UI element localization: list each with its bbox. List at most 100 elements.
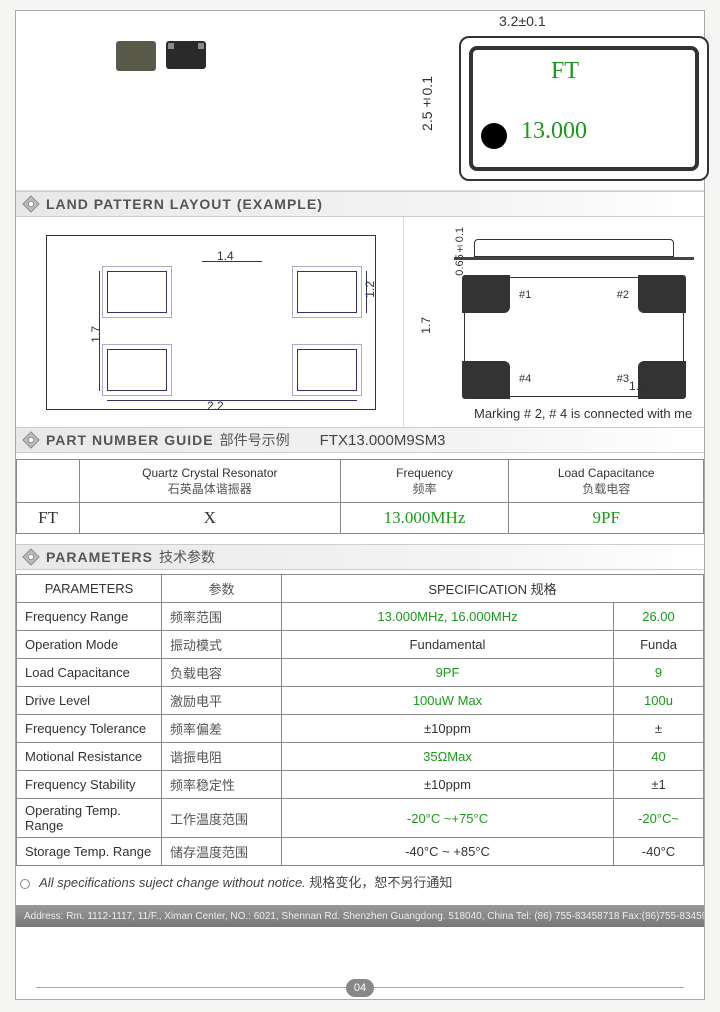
section-title-en: PART NUMBER GUIDE: [46, 432, 214, 448]
param-row: Drive Level激励电平100uW Max100u: [17, 687, 704, 715]
param-zh: 负载电容: [162, 659, 282, 687]
land-pattern-right: 0.65±0.1 1.7 #1 #2 #4 #3 1.2 Marking # 2…: [404, 217, 704, 427]
param-zh: 振动模式: [162, 631, 282, 659]
pad-num-2: #2: [617, 289, 629, 301]
pn-header-cell: [17, 460, 80, 503]
pin1-dot: [481, 123, 507, 149]
pn-value-cell: 13.000MHz: [340, 503, 509, 534]
pad-br: [297, 349, 357, 391]
change-notice: All specifications suject change without…: [16, 866, 704, 897]
param-zh: 频率范围: [162, 603, 282, 631]
pad-diagram: 2.2 1.7 1.4 1.2: [107, 271, 357, 391]
component-photos: [116, 41, 206, 71]
pad-num-1: #1: [519, 289, 531, 301]
land-pattern-row: 2.2 1.7 1.4 1.2 0.65±0.1 1.7 #1: [16, 217, 704, 427]
param-header-zh: 参数: [162, 575, 282, 603]
brand-mark: FT: [551, 58, 579, 85]
top-outline-area: 3.2±0.1 2.5±0.1 FT 13.000: [16, 11, 704, 191]
side-ic: [474, 239, 674, 257]
marking-note: Marking # 2, # 4 is connected with me: [474, 406, 692, 421]
param-zh: 储存温度范围: [162, 838, 282, 866]
part-number-example: FTX13.000M9SM3: [320, 432, 446, 449]
pn-header-cell: Load Capacitance负载电容: [509, 460, 704, 503]
param-en: Load Capacitance: [17, 659, 162, 687]
pn-header-cell: Frequency频率: [340, 460, 509, 503]
dim-width: 3.2±0.1: [499, 13, 546, 29]
frequency-mark: 13.000: [521, 118, 587, 145]
param-spec2: ±1: [614, 771, 704, 799]
section-title-zh: 技术参数: [159, 547, 215, 567]
side-base: [454, 257, 694, 260]
pn-value-cell: FT: [17, 503, 80, 534]
pad-tl: [107, 271, 167, 313]
datasheet-page: 3.2±0.1 2.5±0.1 FT 13.000 LAND PATTERN L…: [15, 10, 705, 1000]
dim-1-7-right: 1.7: [419, 317, 433, 334]
param-spec2: 9: [614, 659, 704, 687]
chip-photo-2: [166, 41, 206, 69]
bullet-icon: [20, 879, 30, 889]
param-header-en: PARAMETERS: [17, 575, 162, 603]
side-view: 0.65±0.1: [454, 227, 694, 257]
section-icon: [22, 195, 40, 213]
parameters-table: PARAMETERS参数SPECIFICATION 规格Frequency Ra…: [16, 574, 704, 866]
param-row: Load Capacitance负载电容9PF9: [17, 659, 704, 687]
param-spec: -20°C ~+75°C: [282, 799, 614, 838]
param-en: Motional Resistance: [17, 743, 162, 771]
dim-height: 2.5±0.1: [419, 76, 435, 131]
pad-tr: [297, 271, 357, 313]
param-en: Drive Level: [17, 687, 162, 715]
corner-pad-2: [638, 275, 686, 313]
param-spec2: Funda: [614, 631, 704, 659]
part-number-table: Quartz Crystal Resonator石英晶体谐振器Frequency…: [16, 459, 704, 534]
dim-arrow: [107, 400, 357, 401]
param-en: Operating Temp. Range: [17, 799, 162, 838]
param-spec: Fundamental: [282, 631, 614, 659]
dim-1-4: 1.4: [217, 249, 234, 263]
corner-pad-1: [462, 275, 510, 313]
notice-en: All specifications suject change without…: [39, 875, 306, 890]
notice-zh: 规格变化，恕不另行通知: [309, 875, 452, 890]
param-spec2: ±: [614, 715, 704, 743]
section-land-pattern: LAND PATTERN LAYOUT (EXAMPLE): [16, 191, 704, 217]
dim-1-2: 1.2: [363, 281, 377, 298]
param-spec2: -20°C~: [614, 799, 704, 838]
dim-065: 0.65±0.1: [454, 227, 466, 276]
param-spec: 9PF: [282, 659, 614, 687]
param-row: Frequency Stability频率稳定性±10ppm±1: [17, 771, 704, 799]
pad-bl: [107, 349, 167, 391]
dim-1-7: 1.7: [89, 326, 103, 343]
param-en: Storage Temp. Range: [17, 838, 162, 866]
crystal-inner: [469, 46, 699, 171]
pn-value-cell: X: [80, 503, 341, 534]
param-en: Frequency Tolerance: [17, 715, 162, 743]
pn-value-cell: 9PF: [509, 503, 704, 534]
param-row: Motional Resistance谐振电阻35ΩMax40: [17, 743, 704, 771]
dim-2-2: 2.2: [207, 399, 224, 413]
section-title: LAND PATTERN LAYOUT (EXAMPLE): [46, 196, 323, 212]
footer-text: Address: Rm. 1112-1117, 11/F., Ximan Cen…: [24, 911, 704, 922]
param-zh: 工作温度范围: [162, 799, 282, 838]
pad-num-4: #4: [519, 373, 531, 385]
param-zh: 频率偏差: [162, 715, 282, 743]
chip-photo-1: [116, 41, 156, 71]
section-icon: [22, 548, 40, 566]
param-spec2: 40: [614, 743, 704, 771]
param-en: Frequency Stability: [17, 771, 162, 799]
param-row: Operation Mode振动模式FundamentalFunda: [17, 631, 704, 659]
param-spec: 35ΩMax: [282, 743, 614, 771]
footer-address: Address: Rm. 1112-1117, 11/F., Ximan Cen…: [16, 905, 704, 927]
land-pattern-left: 2.2 1.7 1.4 1.2: [16, 217, 404, 427]
param-row: Storage Temp. Range储存温度范围-40°C ~ +85°C-4…: [17, 838, 704, 866]
pn-header-cell: Quartz Crystal Resonator石英晶体谐振器: [80, 460, 341, 503]
param-zh: 激励电平: [162, 687, 282, 715]
param-zh: 谐振电阻: [162, 743, 282, 771]
param-spec: 100uW Max: [282, 687, 614, 715]
package-diagram: #1 #2 #4 #3 1.2: [464, 277, 684, 397]
section-title-en: PARAMETERS: [46, 549, 153, 565]
section-title-zh: 部件号示例: [220, 430, 290, 450]
param-spec2: -40°C: [614, 838, 704, 866]
param-header-spec: SPECIFICATION 规格: [282, 575, 704, 603]
section-parameters: PARAMETERS 技术参数: [16, 544, 704, 570]
pad-num-3: #3: [617, 373, 629, 385]
param-row: Operating Temp. Range工作温度范围-20°C ~+75°C-…: [17, 799, 704, 838]
